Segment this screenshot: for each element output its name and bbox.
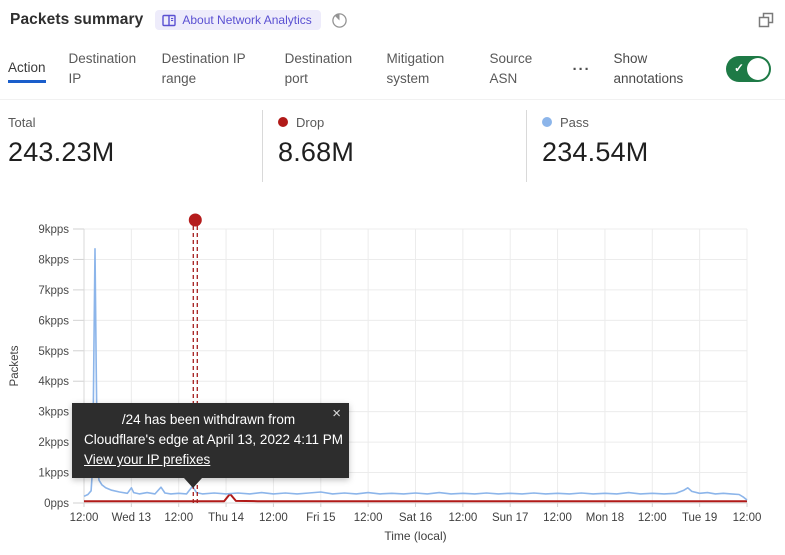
show-annotations-toggle[interactable]: ✓ (726, 56, 771, 82)
svg-text:Wed 13: Wed 13 (112, 512, 151, 524)
svg-text:1kpps: 1kpps (38, 468, 69, 480)
tooltip-line1: /24 has been withdrawn from (121, 412, 296, 427)
book-icon (162, 14, 177, 27)
svg-text:3kpps: 3kpps (38, 407, 69, 419)
stat-label: Pass (560, 114, 589, 130)
pass-legend-dot (542, 117, 552, 127)
svg-text:4kpps: 4kpps (38, 376, 69, 388)
check-icon: ✓ (734, 61, 745, 75)
svg-text:8kpps: 8kpps (38, 254, 69, 266)
stat-pass: Pass 234.54M (542, 114, 648, 168)
annotation-dot[interactable] (188, 213, 202, 227)
tab-destination-ip[interactable]: Destination IP (68, 51, 137, 86)
svg-text:12:00: 12:00 (70, 512, 99, 524)
svg-text:0pps: 0pps (44, 498, 69, 510)
tab-action[interactable]: Action (8, 55, 46, 83)
svg-text:Packets: Packets (9, 345, 21, 386)
more-tabs-button[interactable]: ··· (572, 60, 591, 78)
stat-drop: Drop 8.68M (278, 114, 354, 168)
svg-text:6kpps: 6kpps (38, 315, 69, 327)
stat-value: 234.54M (542, 137, 649, 167)
pie-clock-icon[interactable] (331, 12, 348, 29)
drop-legend-dot (278, 117, 288, 127)
view-ip-prefixes-link[interactable]: View your IP prefixes (84, 452, 211, 467)
badge-label: About Network Analytics (182, 13, 312, 27)
show-annotations-label: Show annotations (613, 51, 684, 86)
tab-bar: Action Destination IP Destination IP range… (8, 42, 775, 96)
svg-text:12:00: 12:00 (638, 512, 667, 524)
stat-divider (526, 110, 527, 182)
svg-text:Thu 14: Thu 14 (208, 512, 244, 524)
about-network-analytics-badge[interactable]: About Network Analytics (155, 10, 321, 30)
tooltip-line2: Cloudflare's edge at April 13, 2022 4:11… (84, 432, 343, 447)
svg-text:Time (local): Time (local) (384, 529, 446, 543)
svg-text:Fri 15: Fri 15 (306, 512, 335, 524)
tooltip-caret (184, 478, 202, 488)
svg-text:9kpps: 9kpps (38, 224, 69, 236)
tab-mitigation-system[interactable]: Mitigation system (386, 51, 445, 86)
tab-source-asn[interactable]: Source ASN (489, 51, 533, 86)
svg-text:Mon 18: Mon 18 (586, 512, 624, 524)
stats-row: Total 243.23M Drop 8.68M Pass 234.54M (0, 108, 785, 194)
page-title: Packets summary (10, 11, 144, 28)
stat-label: Total (8, 114, 36, 130)
packets-time-series-chart[interactable]: 0pps 1kpps 2kpps 3kpps 4kpps 5kpps 6kpps 7kpps 8… (0, 205, 785, 555)
stat-value: 8.68M (278, 137, 355, 167)
svg-text:12:00: 12:00 (733, 512, 762, 524)
toggle-knob (747, 58, 769, 80)
tabs-divider (0, 99, 785, 100)
svg-text:12:00: 12:00 (164, 512, 193, 524)
tab-destination-port[interactable]: Destination port (284, 51, 353, 86)
svg-text:Sat 16: Sat 16 (399, 512, 432, 524)
annotation-tooltip: × /24 has been withdrawn from Cloudflare… (72, 403, 349, 488)
close-icon[interactable]: × (332, 405, 341, 422)
chart-canvas[interactable]: 0pps 1kpps 2kpps 3kpps 4kpps 5kpps 6kpps 7kpps 8… (0, 205, 785, 555)
svg-text:12:00: 12:00 (543, 512, 572, 524)
stat-total: Total 243.23M (8, 114, 114, 168)
svg-text:5kpps: 5kpps (38, 346, 69, 358)
svg-text:12:00: 12:00 (354, 512, 383, 524)
header: Packets summary About Network Analytics (10, 6, 775, 34)
stat-value: 243.23M (8, 137, 115, 167)
popout-icon[interactable] (757, 11, 775, 29)
svg-text:2kpps: 2kpps (38, 437, 69, 449)
stat-divider (262, 110, 263, 182)
stat-label: Drop (296, 114, 325, 130)
svg-text:Tue 19: Tue 19 (682, 512, 717, 524)
svg-text:7kpps: 7kpps (38, 285, 69, 297)
svg-text:12:00: 12:00 (448, 512, 477, 524)
svg-text:Sun 17: Sun 17 (492, 512, 528, 524)
tab-destination-ip-range[interactable]: Destination IP range (161, 51, 246, 86)
svg-text:12:00: 12:00 (259, 512, 288, 524)
